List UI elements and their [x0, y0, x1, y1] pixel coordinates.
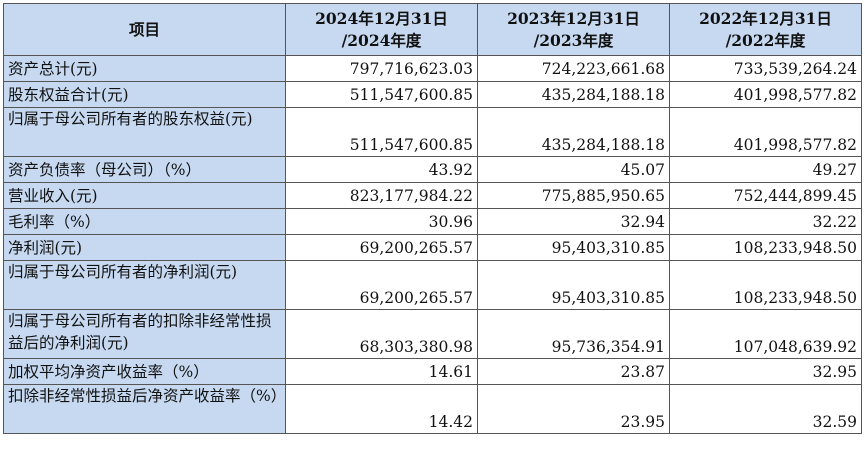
value-2024: 823,177,984.22: [285, 182, 478, 209]
value-2023: 23.87: [477, 358, 670, 385]
value-2022: 401,998,577.82: [669, 107, 862, 157]
value-2023: 23.95: [477, 384, 670, 434]
header-2022-year: /2022年度: [725, 30, 806, 50]
header-2023-date: 2023年12月31日: [507, 8, 640, 28]
table-row: 加权平均净资产收益率（%） 14.61 23.87 32.95: [3, 358, 862, 385]
table-row: 净利润(元) 69,200,265.57 95,403,310.85 108,2…: [3, 234, 862, 261]
value-2023: 435,284,188.18: [477, 107, 670, 157]
value-2023: 32.94: [477, 208, 670, 235]
table-row: 股东权益合计(元) 511,547,600.85 435,284,188.18 …: [3, 81, 862, 108]
row-label: 加权平均净资产收益率（%）: [3, 358, 286, 385]
row-label: 资产负债率（母公司）（%）: [3, 156, 286, 183]
header-item: 项目: [3, 3, 286, 56]
value-2023: 95,736,354.91: [477, 309, 670, 359]
value-2024: 68,303,380.98: [285, 309, 478, 359]
table-row: 扣除非经常性损益后净资产收益率（%） 14.42 23.95 32.59: [3, 384, 862, 434]
header-2023-year: /2023年度: [533, 30, 614, 50]
value-2022: 108,233,948.50: [669, 260, 862, 310]
header-2023: 2023年12月31日 /2023年度: [477, 3, 670, 56]
table-row: 归属于母公司所有者的扣除非经常性损益后的净利润(元) 68,303,380.98…: [3, 309, 862, 359]
header-2024: 2024年12月31日 /2024年度: [285, 3, 478, 56]
value-2023: 724,223,661.68: [477, 55, 670, 82]
header-2024-date: 2024年12月31日: [315, 8, 448, 28]
row-label: 归属于母公司所有者的扣除非经常性损益后的净利润(元): [3, 309, 286, 359]
value-2022: 32.22: [669, 208, 862, 235]
value-2024: 511,547,600.85: [285, 81, 478, 108]
value-2024: 797,716,623.03: [285, 55, 478, 82]
value-2024: 14.61: [285, 358, 478, 385]
header-2024-year: /2024年度: [341, 30, 422, 50]
table-row: 归属于母公司所有者的净利润(元) 69,200,265.57 95,403,31…: [3, 260, 862, 310]
value-2023: 775,885,950.65: [477, 182, 670, 209]
value-2023: 95,403,310.85: [477, 234, 670, 261]
table-row: 资产负债率（母公司）（%） 43.92 45.07 49.27: [3, 156, 862, 183]
value-2023: 45.07: [477, 156, 670, 183]
table-row: 归属于母公司所有者的股东权益(元) 511,547,600.85 435,284…: [3, 107, 862, 157]
row-label: 资产总计(元): [3, 55, 286, 82]
table-header-row: 项目 2024年12月31日 /2024年度 2023年12月31日 /2023…: [3, 3, 862, 56]
header-2022-date: 2022年12月31日: [699, 8, 832, 28]
value-2024: 511,547,600.85: [285, 107, 478, 157]
value-2022: 752,444,899.45: [669, 182, 862, 209]
value-2022: 108,233,948.50: [669, 234, 862, 261]
value-2023: 95,403,310.85: [477, 260, 670, 310]
row-label: 毛利率（%）: [3, 208, 286, 235]
table-row: 营业收入(元) 823,177,984.22 775,885,950.65 75…: [3, 182, 862, 209]
row-label: 净利润(元): [3, 234, 286, 261]
row-label: 归属于母公司所有者的股东权益(元): [3, 107, 286, 157]
table-row: 资产总计(元) 797,716,623.03 724,223,661.68 73…: [3, 55, 862, 82]
value-2024: 69,200,265.57: [285, 234, 478, 261]
value-2023: 435,284,188.18: [477, 81, 670, 108]
financial-summary-table: 项目 2024年12月31日 /2024年度 2023年12月31日 /2023…: [3, 3, 862, 434]
value-2022: 32.59: [669, 384, 862, 434]
value-2024: 69,200,265.57: [285, 260, 478, 310]
row-label: 股东权益合计(元): [3, 81, 286, 108]
value-2024: 43.92: [285, 156, 478, 183]
value-2022: 49.27: [669, 156, 862, 183]
value-2022: 401,998,577.82: [669, 81, 862, 108]
value-2024: 14.42: [285, 384, 478, 434]
table-row: 毛利率（%） 30.96 32.94 32.22: [3, 208, 862, 235]
financial-summary-table-container: 项目 2024年12月31日 /2024年度 2023年12月31日 /2023…: [3, 3, 862, 434]
header-item-label: 项目: [128, 19, 160, 39]
value-2022: 32.95: [669, 358, 862, 385]
row-label: 营业收入(元): [3, 182, 286, 209]
value-2022: 107,048,639.92: [669, 309, 862, 359]
row-label: 归属于母公司所有者的净利润(元): [3, 260, 286, 310]
row-label: 扣除非经常性损益后净资产收益率（%）: [3, 384, 286, 434]
value-2024: 30.96: [285, 208, 478, 235]
value-2022: 733,539,264.24: [669, 55, 862, 82]
header-2022: 2022年12月31日 /2022年度: [669, 3, 862, 56]
